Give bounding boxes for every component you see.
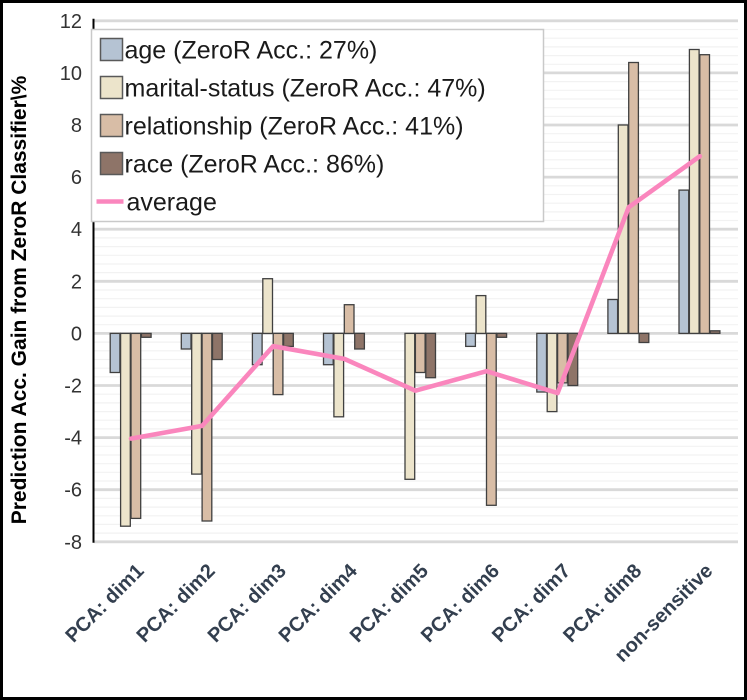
bar-race-8 <box>709 330 721 335</box>
bar-relationship-0 <box>130 332 142 520</box>
bar-age-5 <box>465 332 477 348</box>
bar-marital-status-5 <box>475 294 487 335</box>
legend-label-race: race (ZeroR Acc.: 86%) <box>125 151 385 179</box>
bar-groups <box>109 48 721 527</box>
bar-race-7 <box>638 332 650 344</box>
bar-marital-status-0 <box>119 332 131 527</box>
bar-relationship-5 <box>485 332 497 506</box>
legend-swatch-relationship <box>99 113 124 138</box>
y-tick-label: 10 <box>60 63 82 85</box>
bar-relationship-8 <box>699 54 711 335</box>
legend-label-average: average <box>127 189 217 217</box>
y-tick-label: 2 <box>71 271 82 293</box>
bar-marital-status-3 <box>333 332 345 418</box>
bar-race-0 <box>140 332 152 338</box>
bar-relationship-2 <box>272 332 284 396</box>
y-tick-label: 4 <box>71 219 82 241</box>
bar-race-4 <box>425 332 437 379</box>
bar-marital-status-8 <box>688 48 700 335</box>
y-tick-label: 0 <box>71 323 82 345</box>
y-axis-title: Prediction Acc. Gain from ZeroR Classifi… <box>8 75 31 524</box>
legend-label-relationship: relationship (ZeroR Acc.: 41%) <box>125 113 464 141</box>
bar-race-1 <box>211 332 223 361</box>
bar-age-8 <box>678 189 690 335</box>
bar-relationship-4 <box>414 332 426 374</box>
bar-age-6 <box>536 332 548 393</box>
legend-swatch-marital-status <box>99 75 124 100</box>
bar-race-5 <box>496 332 508 338</box>
bar-age-0 <box>109 332 121 374</box>
y-tick-label: -6 <box>64 480 82 502</box>
bar-relationship-7 <box>628 61 640 335</box>
bar-age-3 <box>322 332 334 366</box>
y-tick-label: -8 <box>64 532 82 554</box>
legend-swatch-age <box>99 37 124 62</box>
bar-age-1 <box>180 332 192 350</box>
y-tick-label: -4 <box>64 428 82 450</box>
legend: age (ZeroR Acc.: 27%) marital-status (Zer… <box>90 28 545 223</box>
bar-marital-status-2 <box>262 278 274 335</box>
y-tick-label: 8 <box>71 115 82 137</box>
average-line <box>128 154 703 441</box>
y-tick-label: 12 <box>60 11 82 33</box>
bar-race-3 <box>354 332 366 350</box>
bar-race-2 <box>282 332 294 348</box>
y-tick-labels: -8 -6 -4 -2 0 2 4 6 8 10 12 <box>60 11 82 554</box>
legend-swatch-race <box>99 151 124 176</box>
bar-age-7 <box>607 298 619 335</box>
y-tick-label: -2 <box>64 376 82 398</box>
y-tick-label: 6 <box>71 167 82 189</box>
legend-box <box>90 28 545 223</box>
bar-marital-status-1 <box>191 332 203 475</box>
bar-marital-status-6 <box>546 332 558 413</box>
legend-label-marital-status: marital-status (ZeroR Acc.: 47%) <box>125 75 486 103</box>
bar-relationship-3 <box>343 304 355 335</box>
legend-label-age: age (ZeroR Acc.: 27%) <box>125 37 378 65</box>
bar-marital-status-4 <box>404 332 416 480</box>
